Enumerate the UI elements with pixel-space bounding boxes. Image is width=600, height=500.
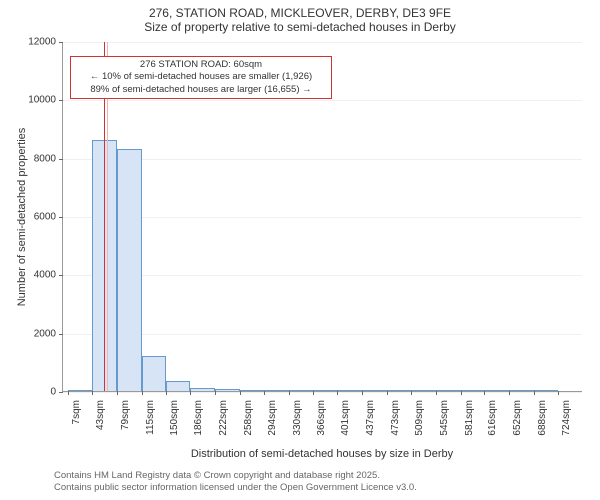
histogram-bar [362, 390, 387, 391]
footer-line2: Contains public sector information licen… [54, 482, 417, 494]
xtick-mark [92, 391, 93, 395]
histogram-bar [142, 356, 166, 391]
annotation-box: 276 STATION ROAD: 60sqm ← 10% of semi-de… [70, 56, 332, 99]
xtick-label: 437sqm [365, 400, 376, 436]
xtick-label: 115sqm [145, 400, 156, 435]
xtick-mark [117, 391, 118, 395]
histogram-bar [387, 390, 412, 391]
xtick-label: 294sqm [267, 400, 278, 436]
ytick-label: 8000 [0, 153, 56, 164]
histogram-bar [509, 390, 534, 391]
xtick-label: 581sqm [464, 400, 475, 436]
ytick-mark [59, 42, 63, 43]
xtick-mark [264, 391, 265, 395]
xtick-mark [461, 391, 462, 395]
xtick-mark [534, 391, 535, 395]
xtick-mark [558, 391, 559, 395]
xtick-mark [142, 391, 143, 395]
ytick-label: 4000 [0, 270, 56, 281]
ytick-mark [59, 159, 63, 160]
xtick-label: 688sqm [537, 400, 548, 436]
histogram-bar [289, 390, 314, 391]
xtick-label: 616sqm [487, 400, 498, 436]
xtick-mark [337, 391, 338, 395]
xtick-label: 509sqm [414, 400, 425, 436]
title-line1: 276, STATION ROAD, MICKLEOVER, DERBY, DE… [0, 6, 600, 20]
ytick-label: 10000 [0, 95, 56, 106]
annotation-line3: 89% of semi-detached houses are larger (… [75, 84, 327, 96]
ytick-mark [59, 334, 63, 335]
histogram-bar [215, 389, 240, 391]
xtick-mark [166, 391, 167, 395]
histogram-bar [534, 390, 559, 391]
xtick-mark [215, 391, 216, 395]
xtick-label: 150sqm [169, 400, 180, 436]
histogram-bar [337, 390, 362, 391]
title-block: 276, STATION ROAD, MICKLEOVER, DERBY, DE… [0, 0, 600, 34]
xtick-mark [362, 391, 363, 395]
chart-container: 276, STATION ROAD, MICKLEOVER, DERBY, DE… [0, 0, 600, 500]
ytick-mark [59, 275, 63, 276]
xtick-mark [411, 391, 412, 395]
xtick-label: 366sqm [316, 400, 327, 436]
xtick-label: 43sqm [95, 400, 106, 430]
ytick-label: 12000 [0, 37, 56, 48]
xtick-label: 652sqm [512, 400, 523, 436]
xtick-label: 401sqm [340, 400, 351, 436]
annotation-line2: ← 10% of semi-detached houses are smalle… [75, 71, 327, 83]
histogram-bar [264, 390, 289, 391]
xtick-label: 7sqm [71, 400, 82, 424]
xtick-label: 258sqm [243, 400, 254, 436]
footer-text: Contains HM Land Registry data © Crown c… [54, 470, 417, 495]
ytick-mark [59, 100, 63, 101]
histogram-bar [166, 381, 191, 391]
title-line2: Size of property relative to semi-detach… [0, 20, 600, 34]
histogram-bar [411, 390, 436, 391]
ytick-mark [59, 392, 63, 393]
xtick-mark [436, 391, 437, 395]
xtick-label: 545sqm [439, 400, 450, 436]
histogram-bar [68, 390, 93, 391]
xtick-mark [240, 391, 241, 395]
xtick-mark [509, 391, 510, 395]
xtick-label: 79sqm [120, 400, 131, 430]
histogram-bar [117, 149, 142, 391]
xtick-mark [289, 391, 290, 395]
footer-line1: Contains HM Land Registry data © Crown c… [54, 470, 417, 482]
xtick-label: 222sqm [218, 400, 229, 436]
annotation-line1: 276 STATION ROAD: 60sqm [75, 59, 327, 71]
xtick-mark [313, 391, 314, 395]
xtick-label: 186sqm [193, 400, 204, 436]
ytick-label: 6000 [0, 212, 56, 223]
gridline [63, 42, 582, 43]
ytick-mark [59, 217, 63, 218]
xtick-mark [387, 391, 388, 395]
ytick-label: 0 [0, 387, 56, 398]
ytick-label: 2000 [0, 328, 56, 339]
xtick-label: 330sqm [292, 400, 303, 436]
histogram-bar [484, 390, 509, 391]
histogram-bar [461, 390, 485, 391]
xaxis-title: Distribution of semi-detached houses by … [62, 448, 582, 460]
histogram-bar [240, 390, 265, 391]
histogram-bar [313, 390, 337, 391]
xtick-mark [190, 391, 191, 395]
xtick-mark [484, 391, 485, 395]
histogram-bar [190, 388, 215, 392]
gridline [63, 100, 582, 101]
xtick-label: 724sqm [561, 400, 572, 436]
histogram-bar [436, 390, 461, 391]
xtick-mark [68, 391, 69, 395]
xtick-label: 473sqm [390, 400, 401, 436]
